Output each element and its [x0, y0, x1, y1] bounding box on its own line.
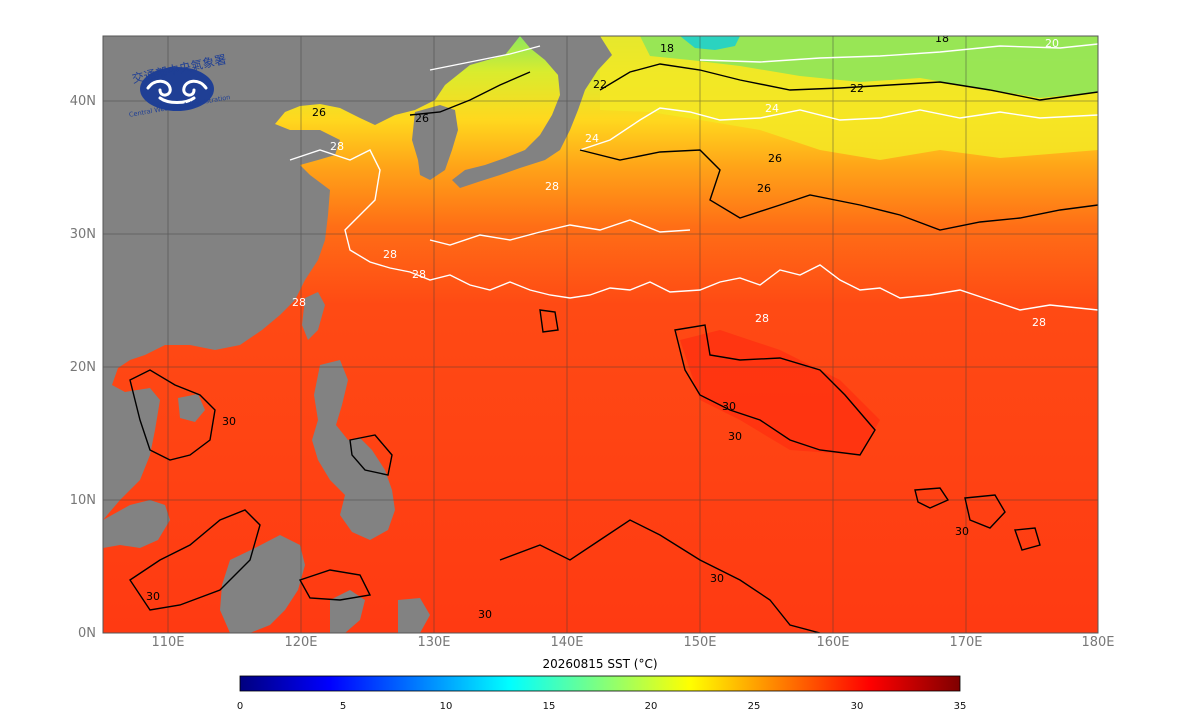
contour-label: 26 — [757, 182, 771, 195]
borneo — [220, 535, 305, 633]
contour-label: 18 — [935, 32, 949, 45]
korea-peninsula — [412, 105, 458, 180]
contour-30-black-c — [129, 509, 261, 611]
colorbar-tick-label: 30 — [851, 701, 864, 712]
contour-label: 28 — [1032, 316, 1046, 329]
x-tick-label: 150E — [683, 635, 716, 650]
contour-label: 28 — [755, 312, 769, 325]
contour-label: 28 — [383, 248, 397, 261]
contour-30-black-a — [674, 324, 876, 456]
logo-cloud-swirl-icon — [146, 79, 208, 104]
contour-30-black-e — [298, 569, 372, 601]
contour-30-black-i — [1014, 527, 1041, 551]
new-guinea-edge — [398, 598, 430, 633]
indochina — [103, 500, 170, 548]
contour-26-black — [579, 149, 1098, 231]
y-tick-label: 10N — [70, 493, 96, 508]
philippines — [312, 360, 395, 540]
warm-pool — [680, 330, 880, 455]
contour-label: 30 — [728, 430, 742, 443]
contour-label: 26 — [312, 106, 326, 119]
colorbar-tick-label: 10 — [440, 701, 453, 712]
contour-28-white — [289, 149, 1098, 311]
map-title: 20260815 SST (°C) — [542, 657, 657, 671]
contour-label: 22 — [593, 78, 607, 91]
contour-label: 18 — [660, 42, 674, 55]
y-tick-label: 20N — [70, 360, 96, 375]
contour-label: 30 — [146, 590, 160, 603]
contour-label: 28 — [292, 296, 306, 309]
contour-label: 26 — [415, 112, 429, 125]
hainan — [178, 394, 205, 422]
y-tick-label: 30N — [70, 227, 96, 242]
contour-label: 28 — [545, 180, 559, 193]
map-frame — [102, 35, 1099, 634]
contour-20-white — [699, 43, 1098, 63]
colorbar-tick-label: 15 — [543, 701, 556, 712]
contour-label: 30 — [722, 400, 736, 413]
x-axis-labels: 110E 120E 130E 140E 150E 160E 170E 180E — [151, 635, 1114, 650]
contour-label: 28 — [412, 268, 426, 281]
x-tick-label: 110E — [151, 635, 184, 650]
colorbar — [239, 675, 961, 692]
graticule — [103, 36, 1098, 633]
contour-label: 24 — [765, 102, 779, 115]
contour-label: 30 — [222, 415, 236, 428]
x-tick-label: 170E — [949, 635, 982, 650]
x-tick-label: 160E — [816, 635, 849, 650]
contour-30-black-d — [499, 519, 821, 633]
contour-24-white — [579, 107, 1098, 151]
cold-region — [640, 36, 1098, 98]
land — [103, 36, 612, 633]
x-tick-label: 130E — [417, 635, 450, 650]
colorbar-tick-label: 20 — [645, 701, 658, 712]
contour-30-black-g — [914, 487, 950, 509]
contour-lines — [129, 43, 1098, 633]
colorbar-tick-label: 0 — [237, 701, 243, 712]
contour-30-black-b — [129, 369, 216, 461]
y-tick-label: 40N — [70, 94, 96, 109]
colorbar-tick-label: 5 — [340, 701, 346, 712]
contour-22-black — [599, 63, 1098, 101]
colorbar-tick-label: 25 — [748, 701, 761, 712]
y-axis-labels: 0N 10N 20N 30N 40N — [70, 94, 96, 641]
sulawesi-area — [330, 590, 365, 633]
contour-30-black-h — [964, 494, 1006, 529]
contour-26-white-sea — [429, 45, 541, 71]
contour-label: 22 — [850, 82, 864, 95]
contour-label: 20 — [1045, 37, 1059, 50]
contour-26-black-b — [409, 71, 531, 116]
logo-emblem — [140, 67, 214, 111]
contour-label: 26 — [768, 152, 782, 165]
contour-label: 24 — [585, 132, 599, 145]
cold-eddy — [680, 36, 740, 50]
contour-label: 28 — [330, 140, 344, 153]
contour-label: 30 — [478, 608, 492, 621]
x-tick-label: 140E — [550, 635, 583, 650]
asia-mainland — [103, 36, 520, 520]
map-area: 18 18 20 22 22 24 24 26 26 26 26 28 28 2… — [103, 32, 1098, 633]
colorbar-ticks: 0 5 10 15 20 25 30 35 — [237, 701, 967, 712]
taiwan — [302, 292, 325, 340]
japan-islands — [452, 36, 612, 188]
y-tick-label: 0N — [78, 626, 96, 641]
contour-30-black-f — [349, 434, 393, 476]
contour-30-black-j — [539, 309, 559, 333]
x-tick-label: 180E — [1081, 635, 1114, 650]
contour-value-labels: 18 18 20 22 22 24 24 26 26 26 26 28 28 2… — [146, 32, 1059, 621]
contour-28-white-b — [429, 219, 691, 246]
x-tick-label: 120E — [284, 635, 317, 650]
contour-label: 30 — [710, 572, 724, 585]
colorbar-tick-label: 35 — [954, 701, 967, 712]
contour-label: 30 — [955, 525, 969, 538]
